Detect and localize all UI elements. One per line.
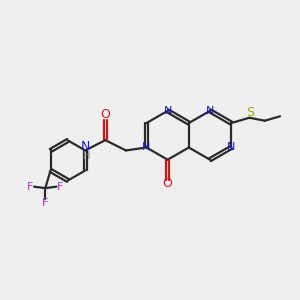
Text: O: O [163,177,172,190]
Text: F: F [27,182,34,192]
Text: H: H [83,151,90,161]
Text: F: F [42,198,49,208]
Text: S: S [246,106,254,119]
Text: N: N [142,142,151,152]
Text: F: F [57,182,63,192]
Text: N: N [81,140,90,153]
Text: N: N [227,142,235,152]
Text: N: N [206,106,214,116]
Text: O: O [100,108,110,121]
Text: N: N [164,106,172,116]
